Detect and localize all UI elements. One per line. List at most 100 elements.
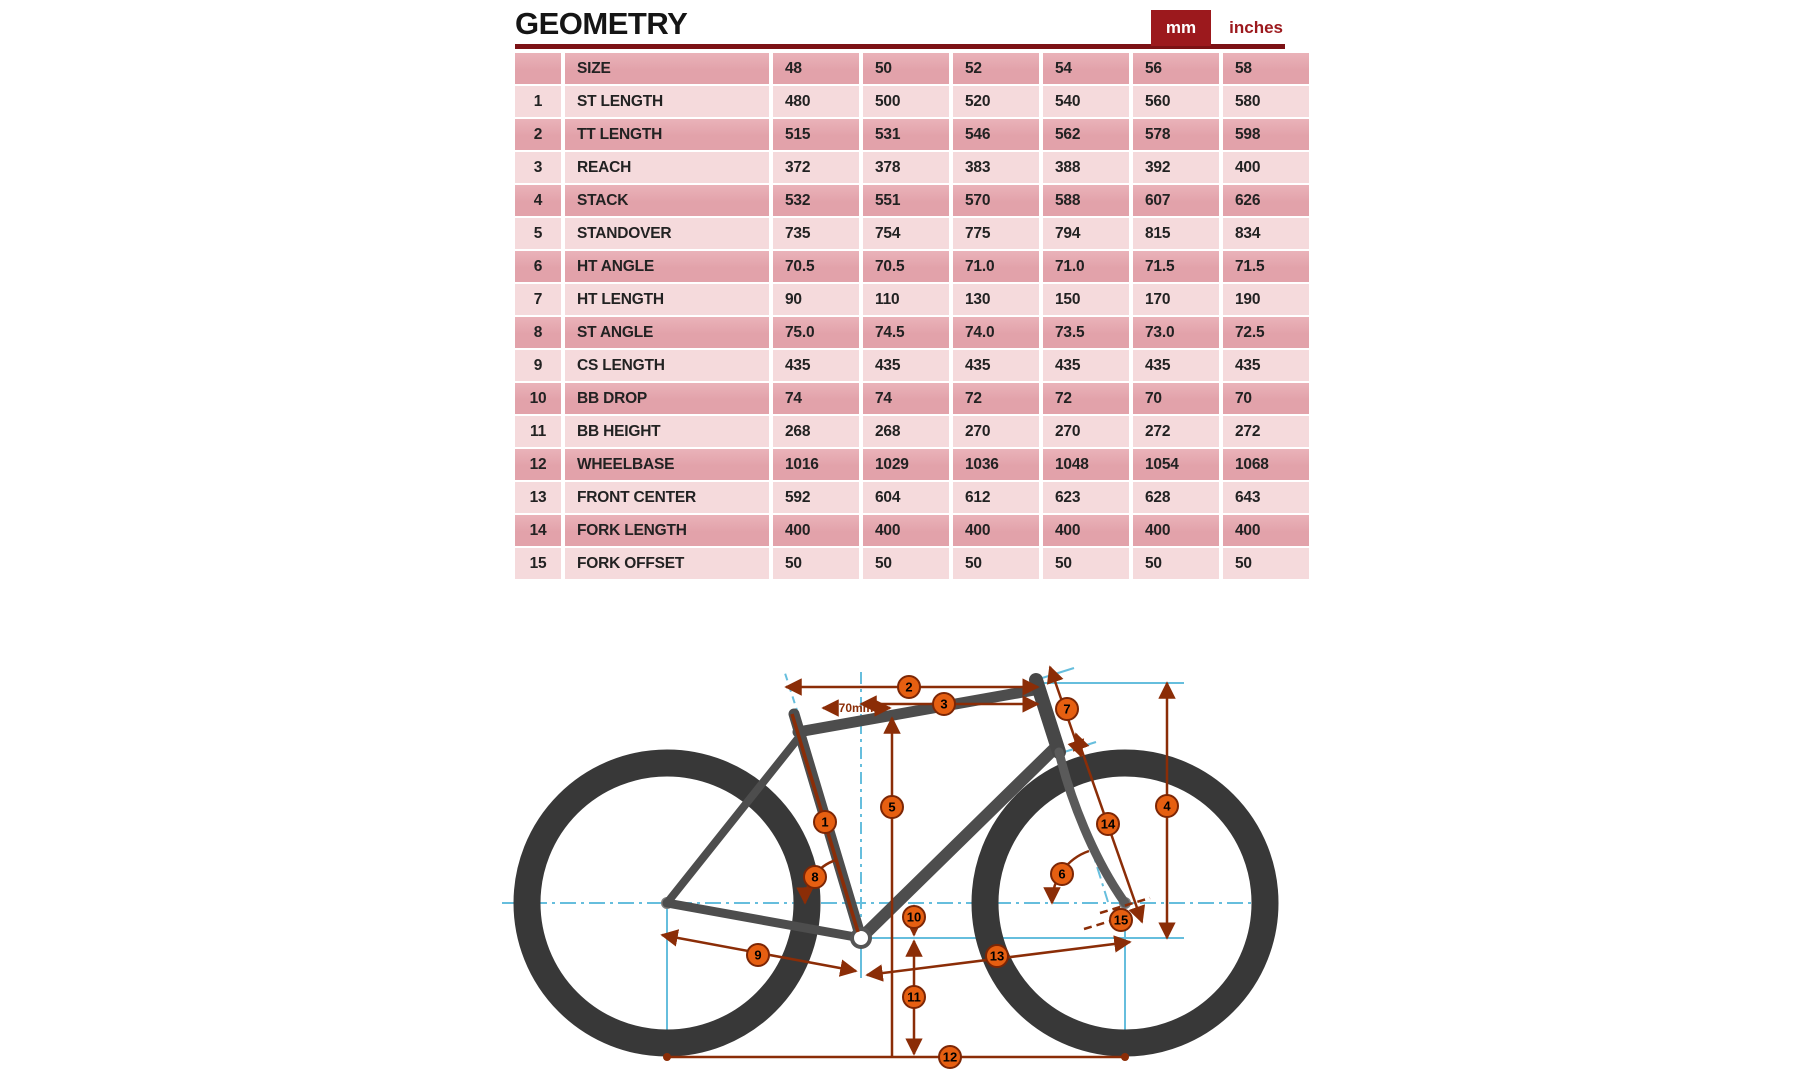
marker-circle [897, 675, 921, 699]
table-row: 11 BB HEIGHT 268 268 270 270 272 272 [515, 416, 1309, 447]
marker-number: 9 [754, 948, 761, 963]
geometry-header: GEOMETRY mm inches [515, 0, 1285, 49]
row-number: 7 [515, 284, 561, 315]
row-value: 50 [773, 548, 859, 579]
row-value: 272 [1223, 416, 1309, 447]
dimension-marker-6: 6 [1050, 862, 1074, 886]
wheelbase-end-dot-front [1121, 1053, 1129, 1061]
row-number: 12 [515, 449, 561, 480]
row-value: 578 [1133, 119, 1219, 150]
row-value: 71.5 [1223, 251, 1309, 282]
row-value: 435 [1223, 350, 1309, 381]
row-value: 435 [863, 350, 949, 381]
reference-lines [502, 667, 1252, 1059]
row-value: 834 [1223, 218, 1309, 249]
ht-top-tick [1038, 667, 1075, 680]
marker-circle [1096, 812, 1120, 836]
row-value: 268 [773, 416, 859, 447]
row-value: 150 [1043, 284, 1129, 315]
row-value: 70.5 [773, 251, 859, 282]
unit-inches-button[interactable]: inches [1229, 18, 1283, 37]
table-row: 4 STACK 532 551 570 588 607 626 [515, 185, 1309, 216]
row-value: 560 [1133, 86, 1219, 117]
row-label: FRONT CENTER [565, 482, 769, 513]
down-tube [855, 741, 1062, 944]
page-title: GEOMETRY [515, 6, 688, 41]
row-value: 74.0 [953, 317, 1039, 348]
row-value: 435 [773, 350, 859, 381]
dimension-marker-11: 11 [902, 985, 926, 1009]
row-label: ST LENGTH [565, 86, 769, 117]
marker-circle [1155, 794, 1179, 818]
row-value: 74.5 [863, 317, 949, 348]
row-value: 628 [1133, 482, 1219, 513]
row-label: STANDOVER [565, 218, 769, 249]
table-row: 8 ST ANGLE 75.0 74.5 74.0 73.5 73.0 72.5 [515, 317, 1309, 348]
row-value: 71.0 [1043, 251, 1129, 282]
table-row: 10 BB DROP 74 74 72 72 70 70 [515, 383, 1309, 414]
size-column-header: 48 [773, 53, 859, 84]
row-value: 435 [1043, 350, 1129, 381]
marker-circle [813, 810, 837, 834]
dimension-marker-12: 12 [938, 1045, 962, 1069]
row-value: 400 [863, 515, 949, 546]
size-column-header: 54 [1043, 53, 1129, 84]
marker-circle [803, 865, 827, 889]
dimension-marker-15: 15 [1109, 908, 1133, 932]
marker-number: 1 [821, 815, 828, 830]
dimension-marker-9: 9 [746, 943, 770, 967]
row-value: 74 [863, 383, 949, 414]
marker-number: 13 [990, 949, 1004, 964]
size-header-label: SIZE [565, 53, 769, 84]
marker-circle [1109, 908, 1133, 932]
marker-circle [902, 985, 926, 1009]
row-number: 15 [515, 548, 561, 579]
row-value: 400 [1223, 515, 1309, 546]
table-row: 6 HT ANGLE 70.5 70.5 71.0 71.0 71.5 71.5 [515, 251, 1309, 282]
row-value: 73.0 [1133, 317, 1219, 348]
row-label: WHEELBASE [565, 449, 769, 480]
table-row: 14 FORK LENGTH 400 400 400 400 400 400 [515, 515, 1309, 546]
row-value: 592 [773, 482, 859, 513]
annotation-70mm: 70mm [839, 701, 874, 715]
marker-number: 3 [940, 697, 947, 712]
marker-number: 10 [907, 910, 921, 925]
row-value: 70 [1223, 383, 1309, 414]
dimension-marker-1: 1 [813, 810, 837, 834]
marker-number: 11 [907, 990, 921, 1005]
size-column-header: 52 [953, 53, 1039, 84]
marker-circle [1050, 862, 1074, 886]
chainstay [662, 898, 866, 943]
row-value: 607 [1133, 185, 1219, 216]
row-value: 90 [773, 284, 859, 315]
unit-mm-button[interactable]: mm [1150, 10, 1212, 46]
table-row: 3 REACH 372 378 383 388 392 400 [515, 152, 1309, 183]
row-value: 400 [773, 515, 859, 546]
row-value: 515 [773, 119, 859, 150]
bike-geometry-diagram: 70mm 1 2 3 4 5 6 7 8 9 10 11 12 13 14 15 [440, 626, 1340, 1081]
row-value: 190 [1223, 284, 1309, 315]
row-value: 74 [773, 383, 859, 414]
marker-number: 6 [1058, 867, 1065, 882]
dimension-marker-8: 8 [803, 865, 827, 889]
size-column-header: 50 [863, 53, 949, 84]
row-number: 8 [515, 317, 561, 348]
row-value: 170 [1133, 284, 1219, 315]
row-value: 110 [863, 284, 949, 315]
row-value: 1068 [1223, 449, 1309, 480]
wheelbase-end-dot-rear [663, 1053, 671, 1061]
row-value: 272 [1133, 416, 1219, 447]
row-value: 400 [1133, 515, 1219, 546]
marker-number: 4 [1163, 799, 1171, 814]
table-row: 15 FORK OFFSET 50 50 50 50 50 50 [515, 548, 1309, 579]
marker-number: 2 [905, 680, 912, 695]
row-value: 612 [953, 482, 1039, 513]
row-value: 531 [863, 119, 949, 150]
row-label: STACK [565, 185, 769, 216]
table-row: 1 ST LENGTH 480 500 520 540 560 580 [515, 86, 1309, 117]
row-number: 5 [515, 218, 561, 249]
row-value: 754 [863, 218, 949, 249]
row-label: FORK LENGTH [565, 515, 769, 546]
table-row: 9 CS LENGTH 435 435 435 435 435 435 [515, 350, 1309, 381]
marker-circle [985, 944, 1009, 968]
